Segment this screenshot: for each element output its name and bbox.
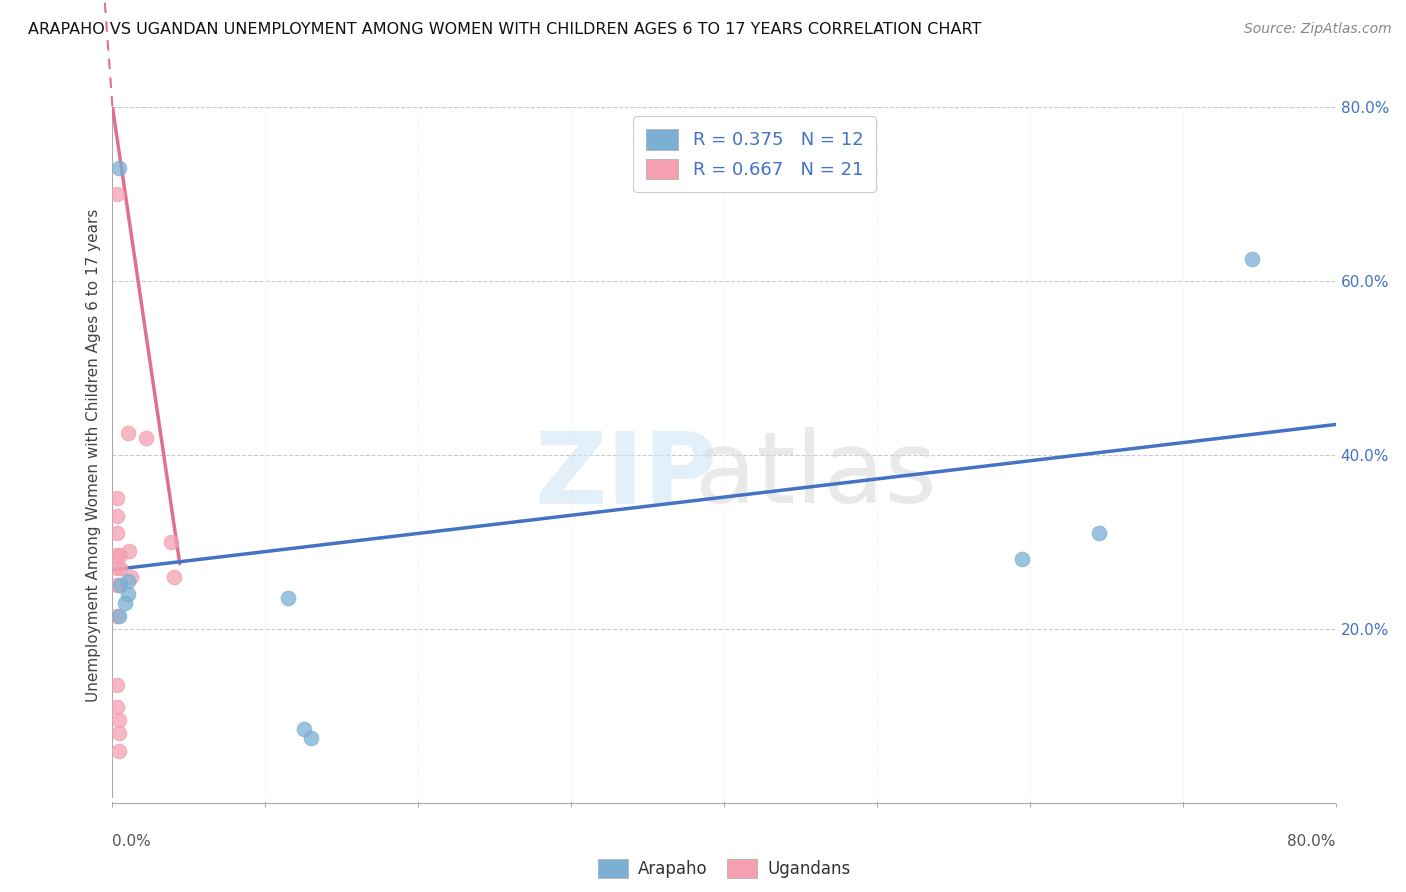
Point: [105, 548, 128, 562]
Point: [117, 587, 139, 601]
Point: [118, 543, 141, 558]
Text: ZIP: ZIP: [534, 427, 717, 524]
Point: [105, 508, 128, 523]
Point: [1011, 552, 1033, 566]
Point: [105, 526, 128, 541]
Text: atlas: atlas: [695, 427, 936, 524]
Point: [108, 578, 131, 592]
Y-axis label: Unemployment Among Women with Children Ages 6 to 17 years: Unemployment Among Women with Children A…: [86, 208, 101, 702]
Point: [135, 431, 157, 445]
Point: [117, 426, 139, 441]
Point: [108, 548, 131, 562]
Point: [107, 744, 129, 758]
Point: [120, 570, 142, 584]
Point: [117, 574, 139, 588]
Point: [107, 608, 129, 623]
Point: [292, 722, 315, 736]
Text: 80.0%: 80.0%: [1288, 834, 1336, 849]
Point: [299, 731, 322, 745]
Point: [1087, 526, 1109, 541]
Point: [105, 491, 128, 506]
Point: [114, 596, 136, 610]
Point: [105, 608, 128, 623]
Point: [105, 700, 128, 714]
Point: [107, 161, 129, 175]
Point: [105, 187, 128, 202]
Point: [1240, 252, 1263, 267]
Point: [105, 678, 128, 692]
Point: [105, 561, 128, 575]
Text: 0.0%: 0.0%: [112, 834, 152, 849]
Point: [163, 570, 186, 584]
Point: [159, 534, 181, 549]
Text: ARAPAHO VS UGANDAN UNEMPLOYMENT AMONG WOMEN WITH CHILDREN AGES 6 TO 17 YEARS COR: ARAPAHO VS UGANDAN UNEMPLOYMENT AMONG WO…: [28, 22, 981, 37]
Point: [107, 726, 129, 740]
Point: [107, 713, 129, 727]
Point: [108, 561, 131, 575]
Legend: Arapaho, Ugandans: Arapaho, Ugandans: [591, 853, 858, 885]
Point: [105, 578, 128, 592]
Text: Source: ZipAtlas.com: Source: ZipAtlas.com: [1244, 22, 1392, 37]
Point: [277, 591, 299, 606]
